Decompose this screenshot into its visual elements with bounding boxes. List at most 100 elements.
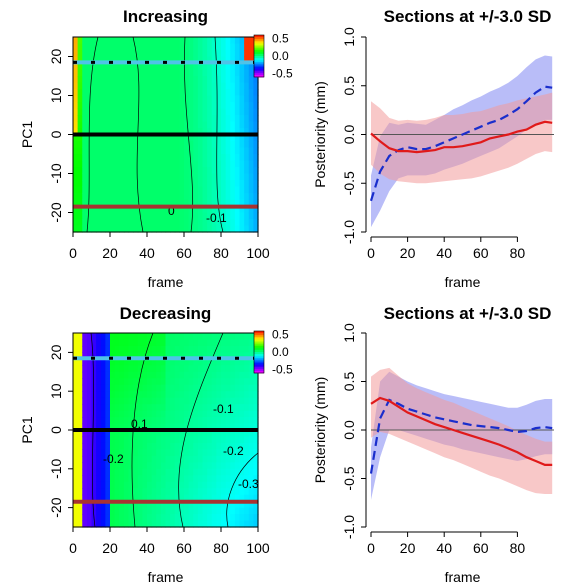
heatmap-cell <box>207 345 213 353</box>
heatmap-cell <box>133 371 139 379</box>
heatmap-cell <box>221 82 227 90</box>
heatmap-cell <box>96 154 102 162</box>
heatmap-cell <box>156 436 162 444</box>
heatmap-cell <box>137 449 143 457</box>
heatmap-cell <box>119 358 125 366</box>
heatmap-cell <box>225 193 231 201</box>
heatmap-cell <box>137 378 143 386</box>
heatmap-cell <box>142 102 148 110</box>
heatmap-cell <box>207 494 213 502</box>
heatmap-cell <box>128 134 134 142</box>
heatmap-cell <box>197 76 204 84</box>
heatmap-cell <box>123 410 130 418</box>
colorbar-cell <box>254 68 264 72</box>
heatmap-cell <box>156 488 162 496</box>
heatmap-cell <box>96 436 102 444</box>
colorbar-cell <box>254 366 264 370</box>
heatmap-cell <box>207 193 213 201</box>
heatmap-cell <box>123 89 130 97</box>
heatmap-cell <box>179 481 185 489</box>
heatmap-cell <box>207 154 213 162</box>
heatmap-cell <box>207 102 213 110</box>
heatmap-cell <box>123 95 130 103</box>
heatmap-cell <box>86 358 93 366</box>
heatmap-cell <box>151 121 157 129</box>
heatmap-cell <box>133 475 139 483</box>
heatmap-cell <box>202 501 208 509</box>
heatmap-cell <box>234 108 241 116</box>
heatmap-cell <box>142 501 148 509</box>
heatmap-cell <box>91 115 97 123</box>
heatmap-cell <box>225 63 231 71</box>
heatmap-cell <box>230 128 236 136</box>
heatmap-cell <box>197 225 204 233</box>
heatmap-cell <box>216 358 222 366</box>
heatmap-cell <box>184 397 190 405</box>
heatmap-cell <box>170 167 176 175</box>
heatmap-cell <box>248 391 254 399</box>
heatmap-cell <box>137 384 143 392</box>
contour-line <box>226 452 259 528</box>
heatmap-cell <box>77 397 83 405</box>
heatmap-cell <box>73 501 79 509</box>
heatmap-cell <box>230 115 236 123</box>
heatmap-cell <box>239 397 245 405</box>
heatmap-cell <box>216 173 222 181</box>
heatmap-cell <box>91 128 97 136</box>
heatmap-cell <box>234 462 241 470</box>
heatmap-cell <box>119 115 125 123</box>
heatmap-cell <box>147 378 153 386</box>
heatmap-cell <box>253 507 259 515</box>
heatmap-cell <box>114 345 120 353</box>
heatmap-cell <box>151 481 157 489</box>
heatmap-cell <box>73 352 79 360</box>
heatmap-cell <box>230 50 236 58</box>
heatmap-cell <box>197 436 204 444</box>
heatmap-cell <box>207 89 213 97</box>
heatmap-cell <box>170 468 176 476</box>
heatmap-cell <box>165 514 171 522</box>
heatmap-cell <box>82 417 88 425</box>
heatmap-cell <box>82 494 88 502</box>
heatmap-cell <box>174 404 180 412</box>
heatmap-cell <box>165 436 171 444</box>
heatmap-cell <box>119 488 125 496</box>
heatmap-cell <box>225 108 231 116</box>
heatmap-cell <box>216 141 222 149</box>
heatmap-cell <box>151 488 157 496</box>
heatmap-cell <box>221 50 227 58</box>
heatmap-cell <box>82 37 88 45</box>
heatmap-cell <box>248 225 254 233</box>
heatmap-cell <box>253 89 259 97</box>
heatmap-cell <box>142 488 148 496</box>
colorbar-cell <box>254 354 264 357</box>
heatmap-cell <box>142 391 148 399</box>
heatmap-cell <box>91 371 97 379</box>
heatmap-cell <box>91 95 97 103</box>
heatmap-cell <box>211 89 217 97</box>
heatmap-cell <box>73 212 79 220</box>
heatmap-cell <box>170 115 176 123</box>
heatmap-cell <box>114 514 120 522</box>
heatmap-cell <box>105 430 111 438</box>
heatmap-cell <box>221 56 227 64</box>
heatmap-cell <box>77 455 83 463</box>
heatmap-cell <box>221 481 227 489</box>
heatmap-cell <box>142 423 148 431</box>
heatmap-cell <box>221 345 227 353</box>
heatmap-cell <box>211 108 217 116</box>
heatmap-cell <box>184 160 190 168</box>
heatmap-cell <box>77 180 83 188</box>
heatmap-cell <box>225 160 231 168</box>
heatmap-cell <box>202 115 208 123</box>
heatmap-cell <box>184 50 190 58</box>
heatmap-cell <box>225 173 231 181</box>
heatmap-cell <box>179 219 185 227</box>
heatmap-cell <box>225 43 231 51</box>
heatmap-cell <box>91 442 97 450</box>
colorbar-frame <box>253 34 265 78</box>
heatmap-cell <box>82 442 88 450</box>
heatmap-cell <box>128 365 134 373</box>
heatmap-cell <box>188 37 194 45</box>
heatmap-cell <box>221 63 227 71</box>
